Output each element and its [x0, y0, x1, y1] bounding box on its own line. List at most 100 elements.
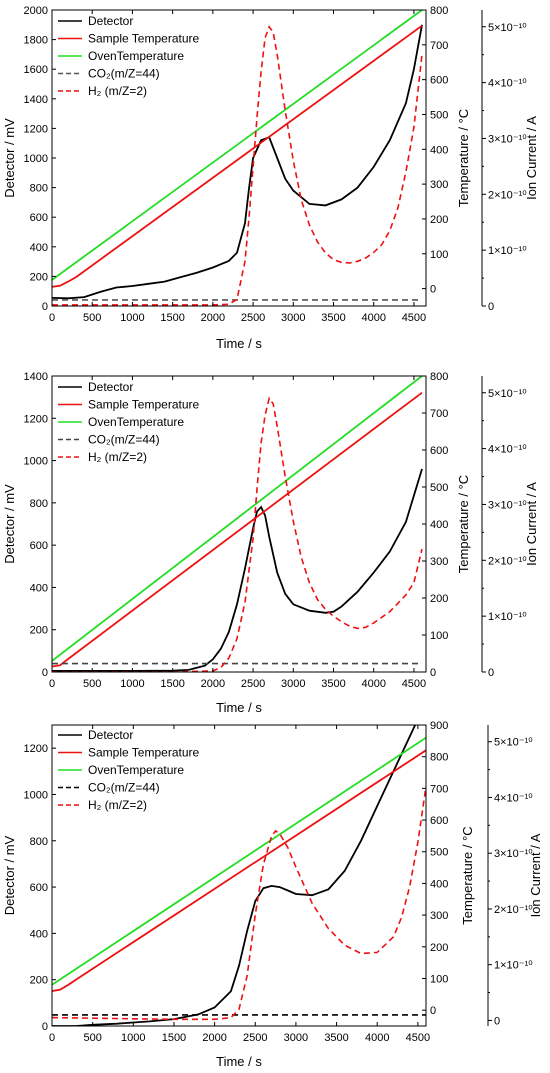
legend: Detector Sample Temperature OvenTemperatur… — [58, 728, 199, 812]
y-right1-axis-title: Temperature / °C — [460, 826, 475, 924]
y-right1-tick-label: 400 — [430, 878, 448, 890]
y-left-tick-label: 800 — [30, 183, 48, 195]
x-tick-label: 1000 — [120, 312, 144, 324]
y-right1-tick-label: 800 — [430, 371, 448, 383]
x-tick-label: 3000 — [281, 678, 305, 690]
y-left-tick-label: 1400 — [24, 94, 48, 106]
x-tick-label: 0 — [49, 1032, 55, 1044]
y-right1-tick-label: 700 — [430, 783, 448, 795]
y-right2-tick-label: 2×10⁻¹⁰ — [488, 555, 527, 567]
y-left-tick-label: 200 — [30, 271, 48, 283]
legend-label: Detector — [88, 728, 133, 742]
legend-label: H₂ (m/Z=2) — [88, 798, 147, 812]
y-right1-tick-label: 600 — [430, 75, 448, 87]
y-left-tick-label: 600 — [30, 882, 48, 894]
x-tick-label: 2500 — [241, 678, 265, 690]
series-line-4 — [52, 25, 423, 306]
x-tick-label: 500 — [83, 1032, 101, 1044]
series-line-2 — [52, 10, 423, 281]
x-axis-title: Time / s — [216, 1054, 262, 1069]
legend-label: Sample Temperature — [88, 398, 199, 412]
x-tick-label: 4000 — [361, 312, 385, 324]
x-tick-label: 4000 — [361, 678, 385, 690]
series-line-1 — [52, 749, 426, 992]
y-left-tick-label: 400 — [30, 928, 48, 940]
y-right2-tick-label: 5×10⁻¹⁰ — [488, 22, 527, 34]
y-left-tick-label: 0 — [42, 1021, 48, 1033]
x-axis-title: Time / s — [216, 336, 262, 351]
legend-label: Sample Temperature — [88, 746, 199, 760]
x-tick-label: 1500 — [162, 1032, 186, 1044]
x-tick-label: 500 — [83, 312, 101, 324]
y-right1-tick-label: 200 — [430, 214, 448, 226]
y-right1-tick-label: 600 — [430, 815, 448, 827]
x-tick-label: 3500 — [321, 312, 345, 324]
x-tick-label: 3000 — [281, 312, 305, 324]
y-left-tick-label: 1200 — [24, 413, 48, 425]
y-left-tick-label: 1600 — [24, 64, 48, 76]
x-tick-label: 1000 — [121, 1032, 145, 1044]
y-right2-tick-label: 4×10⁻¹⁰ — [494, 792, 533, 804]
y-right1-tick-label: 500 — [430, 482, 448, 494]
series-line-0 — [52, 725, 417, 1026]
y-right1-axis-title: Temperature / °C — [456, 109, 471, 207]
x-tick-label: 4500 — [402, 678, 426, 690]
y-right1-tick-label: 100 — [430, 630, 448, 642]
y-right1-tick-label: 100 — [430, 249, 448, 261]
y-right2-tick-label: 3×10⁻¹⁰ — [488, 499, 527, 511]
x-axis-title: Time / s — [216, 700, 262, 715]
y-left-tick-label: 2000 — [24, 5, 48, 17]
x-tick-label: 3500 — [321, 678, 345, 690]
series-line-1 — [52, 24, 423, 288]
y-right2-tick-label: 1×10⁻¹⁰ — [488, 245, 527, 257]
y-right2-tick-label: 1×10⁻¹⁰ — [494, 960, 533, 972]
y-left-tick-label: 1000 — [24, 153, 48, 165]
series-line-4 — [52, 786, 426, 1021]
series-line-2 — [52, 736, 426, 986]
series-line-2 — [52, 376, 423, 662]
y-left-tick-label: 1800 — [24, 35, 48, 47]
y-left-axis-title: Detector / mV — [2, 484, 17, 564]
series-line-4 — [52, 396, 423, 672]
x-tick-label: 2000 — [201, 312, 225, 324]
y-right2-tick-label: 2×10⁻¹⁰ — [494, 904, 533, 916]
x-tick-label: 500 — [83, 678, 101, 690]
y-left-tick-label: 600 — [30, 540, 48, 552]
legend-label: H₂ (m/Z=2) — [88, 84, 147, 98]
y-left-tick-label: 1200 — [24, 743, 48, 755]
x-tick-label: 4500 — [406, 1032, 430, 1044]
y-left-tick-label: 0 — [42, 667, 48, 679]
y-left-tick-label: 0 — [42, 301, 48, 313]
x-tick-label: 3500 — [324, 1032, 348, 1044]
series-line-0 — [52, 468, 423, 672]
y-left-axis-title: Detector / mV — [2, 835, 17, 915]
y-right2-tick-label: 4×10⁻¹⁰ — [488, 444, 527, 456]
y-right2-tick-label: 4×10⁻¹⁰ — [488, 78, 527, 90]
y-right1-tick-label: 100 — [430, 973, 448, 985]
x-tick-label: 1000 — [120, 678, 144, 690]
legend: Detector Sample Temperature OvenTemperatur… — [58, 14, 199, 98]
legend-label: CO₂(m/Z=44) — [88, 781, 160, 795]
legend-label: OvenTemperature — [88, 49, 184, 63]
legend-label: H₂ (m/Z=2) — [88, 450, 147, 464]
legend-label: Detector — [88, 14, 133, 28]
y-left-tick-label: 200 — [30, 975, 48, 987]
plot-frame — [51, 724, 427, 1027]
y-right1-tick-label: 300 — [430, 556, 448, 568]
y-right1-tick-label: 0 — [430, 667, 436, 679]
chart-panel-3: 0 500 1000 1500 2000 2500 3000 3500 4000 45000200… — [2, 720, 543, 1069]
y-right1-tick-label: 800 — [430, 5, 448, 17]
legend: Detector Sample Temperature OvenTemperatur… — [58, 380, 199, 464]
chart-panel-2: 0 500 1000 1500 2000 2500 3000 3500 4000 45000200… — [2, 371, 539, 715]
y-right1-tick-label: 400 — [430, 144, 448, 156]
y-right2-tick-label: 1×10⁻¹⁰ — [488, 611, 527, 623]
y-right1-tick-label: 200 — [430, 942, 448, 954]
y-right1-tick-label: 300 — [430, 179, 448, 191]
x-tick-label: 2000 — [201, 678, 225, 690]
y-right1-tick-label: 0 — [430, 1005, 436, 1017]
series-line-0 — [52, 24, 423, 300]
x-tick-label: 4500 — [402, 312, 426, 324]
y-left-tick-label: 400 — [30, 242, 48, 254]
y-left-tick-label: 800 — [30, 836, 48, 848]
x-tick-label: 2500 — [243, 1032, 267, 1044]
